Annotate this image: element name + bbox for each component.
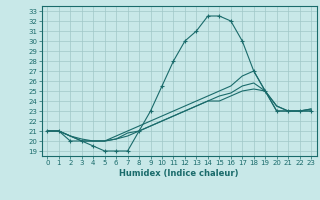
X-axis label: Humidex (Indice chaleur): Humidex (Indice chaleur) <box>119 169 239 178</box>
